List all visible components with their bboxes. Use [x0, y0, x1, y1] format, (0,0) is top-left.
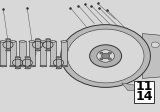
Circle shape: [97, 50, 114, 62]
Ellipse shape: [6, 50, 10, 51]
Circle shape: [61, 25, 150, 87]
Ellipse shape: [46, 39, 50, 40]
Ellipse shape: [6, 39, 10, 40]
Ellipse shape: [0, 65, 6, 67]
Ellipse shape: [29, 65, 35, 67]
Ellipse shape: [61, 41, 67, 42]
FancyBboxPatch shape: [25, 57, 30, 68]
FancyBboxPatch shape: [50, 41, 56, 66]
FancyBboxPatch shape: [35, 52, 36, 55]
FancyBboxPatch shape: [10, 41, 16, 66]
FancyBboxPatch shape: [6, 39, 10, 50]
Ellipse shape: [50, 41, 56, 42]
Ellipse shape: [40, 41, 46, 42]
FancyBboxPatch shape: [56, 57, 61, 68]
Ellipse shape: [15, 57, 20, 58]
FancyBboxPatch shape: [61, 41, 67, 66]
FancyBboxPatch shape: [46, 39, 50, 50]
Ellipse shape: [29, 41, 35, 42]
Ellipse shape: [50, 65, 56, 67]
Text: 11: 11: [135, 80, 153, 93]
Polygon shape: [142, 34, 160, 78]
Ellipse shape: [15, 68, 20, 69]
Ellipse shape: [10, 65, 16, 67]
FancyBboxPatch shape: [35, 39, 40, 50]
Ellipse shape: [25, 57, 30, 58]
Circle shape: [90, 45, 122, 67]
Ellipse shape: [19, 41, 26, 42]
FancyBboxPatch shape: [19, 41, 26, 66]
Circle shape: [102, 53, 110, 59]
Ellipse shape: [35, 39, 40, 40]
Polygon shape: [122, 83, 134, 91]
FancyBboxPatch shape: [40, 41, 46, 66]
FancyBboxPatch shape: [134, 81, 154, 103]
Ellipse shape: [25, 68, 30, 69]
Circle shape: [100, 52, 103, 54]
FancyBboxPatch shape: [15, 57, 20, 68]
Text: 14: 14: [135, 90, 153, 103]
Circle shape: [151, 42, 159, 48]
Ellipse shape: [56, 68, 61, 69]
Ellipse shape: [61, 65, 67, 67]
Circle shape: [108, 52, 112, 54]
Ellipse shape: [56, 57, 61, 58]
Ellipse shape: [10, 41, 16, 42]
Ellipse shape: [0, 41, 6, 42]
Ellipse shape: [35, 50, 40, 51]
Circle shape: [67, 29, 144, 83]
Ellipse shape: [40, 65, 46, 67]
FancyBboxPatch shape: [0, 41, 6, 66]
Ellipse shape: [46, 50, 50, 51]
Ellipse shape: [19, 65, 26, 67]
FancyBboxPatch shape: [29, 41, 35, 66]
Circle shape: [108, 58, 112, 60]
Circle shape: [100, 58, 103, 60]
